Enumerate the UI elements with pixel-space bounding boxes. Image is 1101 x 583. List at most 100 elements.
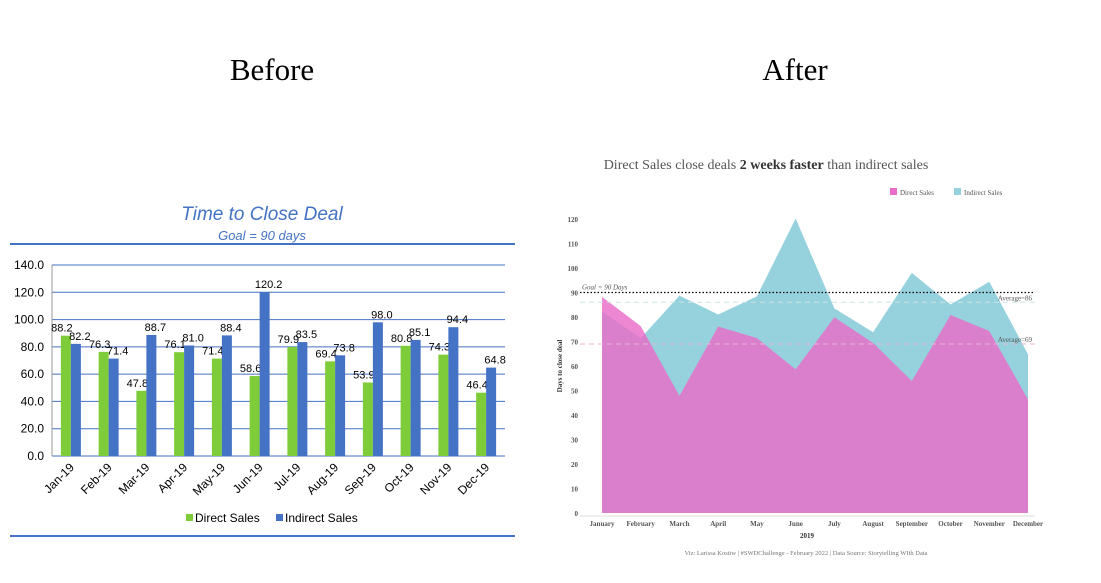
y-tick-label: 120.0 xyxy=(14,285,44,299)
bar-indirect-sales xyxy=(410,339,421,456)
bar-direct-sales xyxy=(98,351,109,456)
legend-swatch xyxy=(186,514,193,521)
data-label: 76.1 xyxy=(164,339,185,351)
bar-direct-sales xyxy=(325,361,336,456)
data-label: 46.4 xyxy=(466,380,487,392)
y-tick-label: 80 xyxy=(571,314,579,322)
x-tick-label: July xyxy=(828,520,841,528)
data-label: 88.7 xyxy=(145,322,166,334)
data-label: 81.0 xyxy=(182,332,203,344)
chart-title: Time to Close Deal xyxy=(181,204,343,225)
average-label: Average=69 xyxy=(998,336,1033,344)
bar-indirect-sales xyxy=(259,292,270,456)
y-tick-label: 20 xyxy=(571,461,579,469)
y-tick-label: 70 xyxy=(571,339,579,347)
x-tick-label: April xyxy=(710,520,726,528)
y-tick-label: 60 xyxy=(571,363,579,371)
y-tick-label: 40.0 xyxy=(21,394,45,408)
y-tick-label: 60.0 xyxy=(21,367,45,381)
bar-direct-sales xyxy=(249,376,260,456)
bar-indirect-sales xyxy=(297,342,308,456)
data-label: 88.2 xyxy=(51,323,72,335)
legend-label: Indirect Sales xyxy=(285,511,358,525)
legend-label: Indirect Sales xyxy=(964,189,1003,197)
data-label: 82.2 xyxy=(69,331,90,343)
y-tick-label: 120 xyxy=(568,216,579,224)
chart-title: Direct Sales close deals 2 weeks faster … xyxy=(604,158,929,173)
y-tick-label: 50 xyxy=(571,388,579,396)
bar-direct-sales xyxy=(362,382,373,456)
bar-indirect-sales xyxy=(146,334,157,456)
y-tick-label: 90 xyxy=(571,290,579,298)
bar-indirect-sales xyxy=(108,358,119,456)
data-label: 85.1 xyxy=(409,327,430,339)
data-label: 80.8 xyxy=(391,333,412,345)
data-label: 79.9 xyxy=(278,334,299,346)
title-part: Direct Sales close deals xyxy=(604,158,740,173)
y-tick-label: 100.0 xyxy=(14,313,44,327)
bar-indirect-sales xyxy=(184,345,195,456)
legend-swatch xyxy=(954,188,961,195)
data-label: 47.8 xyxy=(127,378,148,390)
bar-indirect-sales xyxy=(372,322,383,456)
x-tick-label: September xyxy=(896,520,928,528)
data-label: 69.4 xyxy=(315,348,336,360)
x-tick-label: October xyxy=(938,520,963,528)
data-label: 71.4 xyxy=(107,346,128,358)
y-tick-label: 10 xyxy=(571,486,579,494)
legend-swatch xyxy=(276,514,283,521)
y-tick-label: 140.0 xyxy=(14,258,44,272)
legend-label: Direct Sales xyxy=(195,511,260,525)
legend-label: Direct Sales xyxy=(900,189,934,197)
average-label: Average=86 xyxy=(998,294,1033,302)
y-axis-title: Days to close deal xyxy=(556,340,564,393)
data-label: 88.4 xyxy=(220,322,241,334)
data-label: 73.8 xyxy=(333,342,354,354)
bar-direct-sales xyxy=(174,352,185,456)
data-label: 64.8 xyxy=(484,355,505,367)
y-tick-label: 100 xyxy=(568,265,579,273)
y-tick-label: 40 xyxy=(571,412,579,420)
y-tick-label: 0.0 xyxy=(27,449,44,463)
goal-label: Goal = 90 Days xyxy=(582,284,628,292)
x-tick-label: June xyxy=(788,520,802,528)
data-label: 58.6 xyxy=(240,363,261,375)
bar-indirect-sales xyxy=(70,343,81,456)
x-axis-title: 2019 xyxy=(800,532,815,540)
legend-swatch xyxy=(890,188,897,195)
data-label: 74.3 xyxy=(429,342,450,354)
bar-direct-sales xyxy=(400,345,411,456)
bar-direct-sales xyxy=(287,346,298,456)
bar-direct-sales xyxy=(136,390,147,456)
after-heading: After xyxy=(762,52,828,87)
title-part: than indirect sales xyxy=(824,158,929,173)
x-tick-label: February xyxy=(627,520,656,528)
bar-indirect-sales xyxy=(221,335,232,456)
data-label: 83.5 xyxy=(296,329,317,341)
bar-direct-sales xyxy=(476,392,487,456)
data-label: 71.4 xyxy=(202,346,223,358)
bar-indirect-sales xyxy=(486,367,497,456)
data-label: 98.0 xyxy=(371,309,392,321)
footer-credit: Viz: Larissa Kostiw | #SWDChallenge - Fe… xyxy=(684,550,927,557)
data-label: 120.2 xyxy=(255,279,283,291)
data-label: 94.4 xyxy=(447,314,468,326)
bar-direct-sales xyxy=(60,335,71,456)
y-tick-label: 30 xyxy=(571,437,579,445)
x-tick-label: May xyxy=(750,520,764,528)
x-tick-label: November xyxy=(974,520,1005,528)
x-tick-label: December xyxy=(1013,520,1043,528)
title-part: 2 weeks faster xyxy=(740,158,824,173)
x-tick-label: August xyxy=(862,520,884,528)
data-label: 76.3 xyxy=(89,339,110,351)
before-heading: Before xyxy=(229,52,315,87)
y-tick-label: 110 xyxy=(568,241,579,249)
y-tick-label: 20.0 xyxy=(21,422,45,436)
bar-direct-sales xyxy=(438,354,449,456)
x-tick-label: January xyxy=(590,520,615,528)
bar-indirect-sales xyxy=(335,355,346,456)
y-tick-label: 0 xyxy=(575,510,579,518)
x-tick-label: March xyxy=(669,520,689,528)
